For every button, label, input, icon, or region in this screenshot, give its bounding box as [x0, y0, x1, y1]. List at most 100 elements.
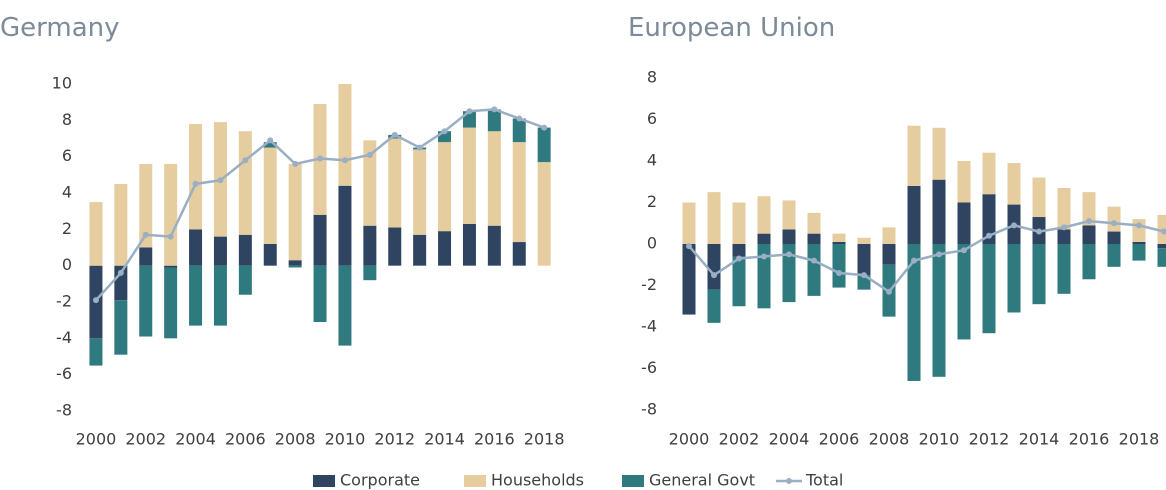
bar — [164, 163, 178, 266]
bar — [189, 229, 203, 266]
bar — [139, 163, 153, 248]
bar — [338, 185, 352, 266]
bar — [363, 265, 377, 281]
bar — [882, 227, 896, 244]
total-marker — [761, 253, 767, 260]
bar — [238, 131, 252, 235]
bar — [732, 202, 746, 244]
bar — [807, 212, 821, 234]
bar — [1082, 192, 1096, 226]
bar — [857, 237, 871, 244]
x-tick-label: 2012 — [374, 430, 415, 449]
bar — [1107, 231, 1121, 244]
bar — [89, 338, 103, 366]
total-marker — [117, 269, 124, 276]
bar — [139, 265, 153, 337]
bar — [438, 142, 452, 232]
bar — [512, 142, 526, 243]
y-tick-label: 8 — [647, 68, 657, 87]
bar — [338, 265, 352, 346]
bar — [757, 233, 771, 244]
x-tick-label: 2004 — [175, 430, 216, 449]
y-tick-label: 0 — [62, 255, 72, 274]
bar — [313, 214, 327, 266]
bar — [363, 225, 377, 266]
y-tick-label: 0 — [647, 234, 657, 253]
bar — [682, 244, 696, 315]
x-tick-label: 2008 — [869, 430, 910, 449]
total-marker — [466, 108, 473, 115]
bar — [1057, 229, 1071, 244]
x-tick-label: 2008 — [275, 430, 316, 449]
bar — [114, 183, 128, 266]
x-tick-label: 2014 — [1019, 430, 1060, 449]
bar — [288, 260, 302, 266]
bar — [732, 244, 746, 257]
x-tick-label: 2002 — [719, 430, 760, 449]
bar — [1157, 214, 1166, 244]
x-tick-label: 2016 — [1069, 430, 1110, 449]
bar — [1132, 244, 1146, 261]
x-tick-label: 2010 — [325, 430, 366, 449]
bar — [164, 265, 178, 268]
bar — [1032, 177, 1046, 218]
bar — [363, 140, 377, 226]
total-marker — [936, 251, 942, 258]
total-marker — [686, 243, 692, 250]
x-tick-label: 2000 — [76, 430, 117, 449]
bar — [757, 196, 771, 234]
total-marker — [341, 157, 348, 164]
bar — [388, 227, 402, 266]
bar — [907, 244, 921, 381]
bar — [263, 147, 277, 244]
bar — [732, 256, 746, 307]
bar — [438, 131, 452, 143]
bar — [1007, 163, 1021, 205]
bar — [782, 244, 796, 303]
bar — [238, 234, 252, 266]
y-tick-label: 6 — [647, 109, 657, 128]
x-tick-label: 2006 — [819, 430, 860, 449]
bar — [932, 179, 946, 244]
bar — [139, 247, 153, 266]
y-tick-label: 4 — [62, 183, 72, 202]
total-marker — [491, 106, 498, 113]
bar — [982, 152, 996, 195]
bar — [487, 109, 501, 132]
bar — [857, 244, 871, 276]
legend-label: Total — [805, 471, 843, 490]
bar — [1057, 244, 1071, 294]
bar — [907, 125, 921, 186]
bar — [537, 162, 551, 266]
y-tick-label: 2 — [62, 219, 72, 238]
y-tick-label: -4 — [641, 317, 657, 336]
bar — [932, 244, 946, 377]
total-marker — [516, 115, 523, 122]
total-marker — [267, 137, 274, 144]
bar — [1032, 244, 1046, 305]
bar — [537, 127, 551, 163]
y-tick-label: 6 — [62, 146, 72, 165]
total-marker — [366, 151, 373, 158]
total-line — [688, 219, 1165, 294]
bar — [438, 231, 452, 266]
bar — [238, 265, 252, 295]
bar — [1082, 244, 1096, 280]
bar — [982, 244, 996, 334]
x-tick-label: 2016 — [474, 430, 515, 449]
bar — [907, 185, 921, 244]
y-tick-label: -8 — [641, 400, 657, 419]
y-tick-label: 10 — [52, 74, 72, 93]
bar — [832, 233, 846, 242]
total-marker — [1136, 222, 1142, 229]
bar — [487, 131, 501, 226]
bar — [957, 161, 971, 203]
total-marker — [861, 272, 867, 279]
bar — [189, 123, 203, 230]
bar — [807, 233, 821, 244]
total-marker — [1036, 228, 1042, 235]
bar — [1082, 225, 1096, 244]
total-marker — [1161, 228, 1166, 235]
total-marker — [711, 272, 717, 279]
bar — [832, 241, 846, 244]
